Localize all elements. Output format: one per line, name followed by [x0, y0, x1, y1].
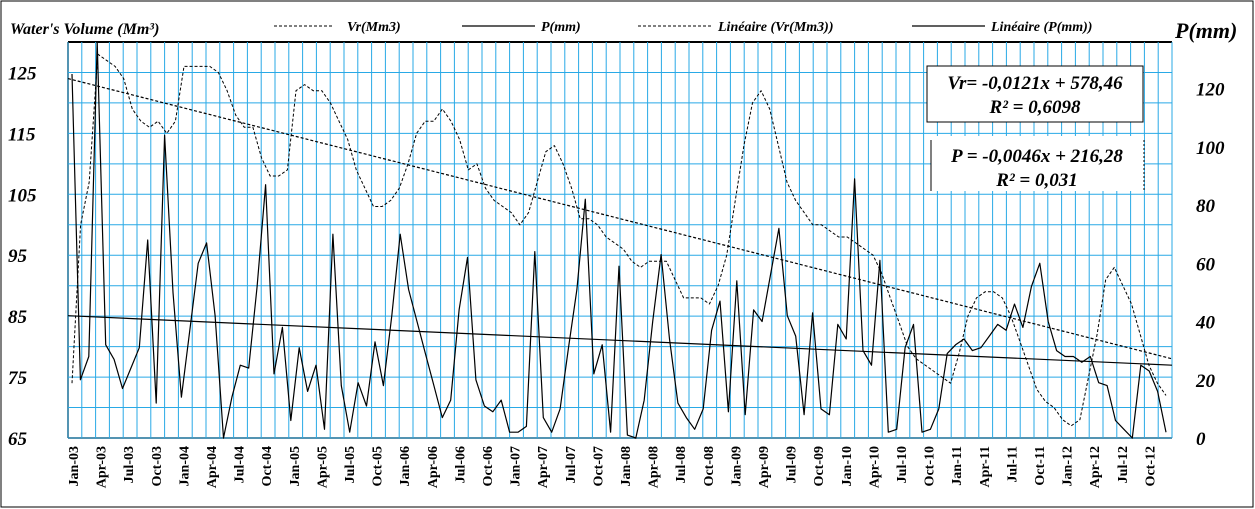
x-tick-label: Apr-07	[536, 446, 551, 488]
x-tick-label: Apr-05	[315, 446, 330, 488]
x-tick-label: Jul-09	[785, 446, 800, 483]
x-tick-label: Jul-11	[1005, 446, 1020, 483]
x-tick-label: Apr-03	[95, 446, 110, 488]
x-tick-label: Jan-08	[619, 446, 634, 486]
series-line-p	[71, 41, 1167, 439]
series-layer	[71, 41, 1167, 439]
right-tick-label: 120	[1196, 80, 1225, 101]
vr-equation-box: Vr= -0,0121x + 578,46 R² = 0,6098	[926, 65, 1144, 123]
left-tick-label: 85	[8, 307, 28, 328]
x-tick-label: Oct-06	[481, 446, 496, 486]
x-tick-label: Jul-05	[343, 446, 358, 483]
x-tick-label: Jul-08	[674, 446, 689, 483]
legend-label-vr: Vr(Mm3)	[347, 20, 401, 35]
legend-label-p-trend: Linéaire (P(mm))	[990, 20, 1092, 35]
p-r2: R² = 0,031	[995, 170, 1077, 191]
x-tick-label: Oct-10	[923, 446, 938, 486]
x-tick-label: Jan-10	[840, 446, 855, 486]
x-tick-label: Jan-05	[288, 446, 303, 486]
x-tick-label: Jul-06	[453, 446, 468, 483]
x-tick-label: Oct-11	[1033, 446, 1048, 486]
x-tick-label: Oct-04	[260, 446, 275, 486]
left-tick-label: 95	[8, 246, 28, 267]
vr-equation: Vr= -0,0121x + 578,46	[947, 73, 1123, 94]
left-tick-label: 105	[8, 185, 37, 206]
x-tick-label: Apr-10	[867, 446, 882, 488]
x-tick-label: Apr-06	[426, 446, 441, 488]
x-tick-label: Oct-08	[702, 446, 717, 486]
x-tick-label: Apr-12	[1088, 446, 1103, 488]
x-tick-label: Apr-08	[647, 446, 662, 488]
left-tick-label: 75	[8, 368, 28, 389]
vr-r2: R² = 0,6098	[989, 97, 1081, 118]
right-tick-label: 20	[1195, 371, 1216, 392]
left-tick-label: 65	[8, 429, 28, 450]
right-tick-label: 0	[1196, 429, 1206, 450]
right-tick-label: 100	[1196, 138, 1225, 159]
left-axis-title: Water's Volume (Mm³)	[10, 21, 159, 38]
series-line-vr	[71, 53, 1167, 427]
x-tick-label: Jan-06	[398, 446, 413, 486]
x-tick-label: Jul-10	[895, 446, 910, 483]
p-equation-box: P = -0,0046x + 216,28 R² = 0,031	[930, 136, 1145, 191]
x-tick-label: Oct-05	[371, 446, 386, 486]
x-tick-label: Jul-04	[233, 446, 248, 483]
p-equation: P = -0,0046x + 216,28	[950, 146, 1123, 167]
legend-label-p: P(mm)	[541, 20, 581, 35]
x-tick-label: Apr-11	[978, 446, 993, 487]
x-tick-label: Oct-12	[1143, 446, 1158, 486]
x-tick-label: Jan-07	[509, 446, 524, 486]
x-tick-label: Jan-12	[1061, 446, 1076, 486]
x-tick-label: Jan-09	[729, 446, 744, 486]
left-tick-label: 115	[8, 124, 36, 145]
left-tick-label: 125	[8, 63, 37, 84]
trendline-p	[67, 315, 1173, 366]
x-tick-label: Jul-03	[122, 446, 137, 483]
legend-label-vr-trend: Linéaire (Vr(Mm3))	[717, 20, 834, 35]
x-tick-label: Apr-09	[757, 446, 772, 488]
right-tick-label: 80	[1196, 196, 1216, 217]
x-tick-label: Jan-03	[67, 446, 82, 486]
x-tick-label: Oct-03	[150, 446, 165, 486]
legend: Vr(Mm3) P(mm) Linéaire (Vr(Mm3)) Linéair…	[274, 20, 1092, 35]
trendlines	[67, 77, 1173, 366]
x-tick-label: Oct-09	[812, 446, 827, 486]
right-tick-label: 40	[1195, 313, 1216, 334]
x-tick-label: Jan-11	[950, 446, 965, 486]
x-tick-label: Apr-04	[205, 446, 220, 488]
right-axis-title: P(mm)	[1174, 18, 1237, 43]
right-y-ticks: 120 100 80 60 40 20 0	[1195, 80, 1225, 450]
right-tick-label: 60	[1196, 254, 1216, 275]
x-tick-label: Jan-04	[177, 446, 192, 486]
x-tick-label: Oct-07	[591, 446, 606, 486]
x-tick-label: Jul-07	[564, 446, 579, 483]
x-tick-labels: Jan-03 Apr-03 Jul-03 Oct-03 Jan-04 Apr-04 Jul-…	[67, 446, 1158, 488]
x-tick-label: Jul-12	[1116, 446, 1131, 483]
left-y-ticks: 125 115 105 95 85 75 65	[8, 63, 37, 450]
